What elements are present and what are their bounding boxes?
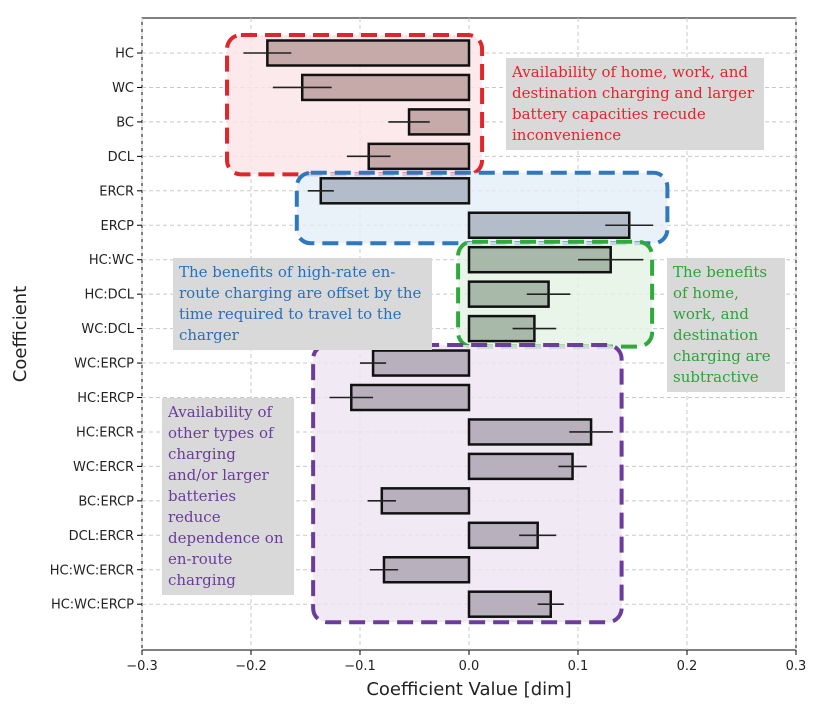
y-tick-label: HC:WC xyxy=(89,253,134,268)
bar xyxy=(467,211,631,239)
bar xyxy=(371,349,471,377)
x-tick-label: −0.1 xyxy=(344,659,376,674)
y-tick-label: ERCP xyxy=(100,219,134,234)
y-tick-label: HC:ERCR xyxy=(76,425,134,440)
x-tick-label: 0.0 xyxy=(459,659,480,674)
y-tick-label: HC xyxy=(115,47,134,62)
y-tick-label: DCL xyxy=(108,150,135,165)
y-tick-label: ERCR xyxy=(99,184,134,199)
bar xyxy=(467,452,574,481)
y-tick-label: WC:ERCR xyxy=(73,460,134,475)
bar xyxy=(350,383,471,412)
y-axis-title: Coefficient xyxy=(10,286,31,383)
y-tick-label: HC:DCL xyxy=(84,288,134,303)
x-tick-label: 0.3 xyxy=(786,659,807,674)
bar xyxy=(266,39,471,67)
y-tick-label: BC xyxy=(116,115,134,130)
x-tick-label: −0.3 xyxy=(126,659,158,674)
bar xyxy=(382,556,471,584)
x-tick-labels: −0.3 −0.2 −0.1 0.0 0.1 0.2 0.3 xyxy=(126,650,806,674)
y-tick-label: DCL:ERCR xyxy=(69,529,134,544)
group-box xyxy=(311,343,624,625)
x-tick-label: 0.2 xyxy=(677,659,698,674)
bar xyxy=(467,590,552,618)
y-tick-label: WC:ERCP xyxy=(74,357,134,372)
y-tick-label: HC:WC:ERCP xyxy=(51,598,134,613)
y-tick-label: WC xyxy=(112,81,134,96)
y-tick-labels: HC WC BC DCL ERCR ERCP HC:WC HC:DCL WC:DCL WC:ERC… xyxy=(50,47,142,613)
y-tick-label: HC:ERCP xyxy=(77,391,134,406)
annotation-green: The benefits of home, work, and destinat… xyxy=(667,258,785,392)
annotation-purple: Availability of other types of charging … xyxy=(162,398,294,595)
y-tick-label: WC:DCL xyxy=(81,322,134,337)
bar xyxy=(319,177,471,205)
annotation-red: Availability of home, work, and destinat… xyxy=(506,58,764,150)
x-tick-label: 0.1 xyxy=(568,659,589,674)
annotation-blue: The benefits of high-rate en-route charg… xyxy=(173,258,432,350)
y-tick-label: BC:ERCP xyxy=(78,494,134,509)
x-tick-label: −0.2 xyxy=(235,659,267,674)
y-tick-label: HC:WC:ERCR xyxy=(50,563,134,578)
x-axis-title: Coefficient Value [dim] xyxy=(366,679,571,700)
bars xyxy=(243,39,654,618)
